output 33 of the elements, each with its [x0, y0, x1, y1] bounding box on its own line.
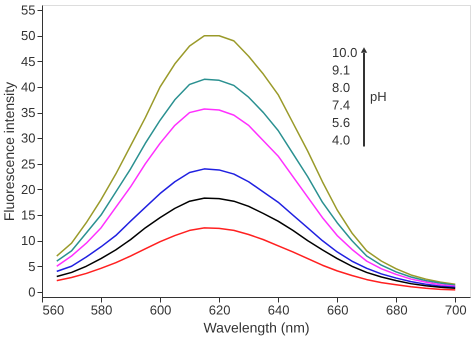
line-series	[56, 34, 456, 285]
y-tick-label: 40	[21, 79, 36, 94]
line-series	[56, 197, 456, 290]
annotation: 10.0	[332, 45, 358, 60]
y-tick-label: 30	[21, 130, 36, 146]
x-tick-label: 640	[268, 302, 290, 318]
line-series	[56, 227, 456, 291]
y-tick-label: 15	[21, 208, 36, 223]
x-tick-label: 620	[208, 302, 230, 318]
y-tick-label: 20	[21, 182, 36, 197]
annotation: pH	[370, 88, 387, 104]
x-tick-label: 580	[90, 302, 112, 318]
y-tick-label: 35	[21, 105, 36, 120]
y-tick-label: 5	[28, 258, 36, 274]
annotation: 8.0	[332, 80, 350, 95]
y-tick-label: 0	[28, 284, 36, 300]
y-tick-label: 50	[21, 28, 36, 44]
x-tick-label: 560	[42, 302, 64, 318]
y-tick-label: 10	[21, 233, 36, 248]
y-tick-label: 55	[21, 2, 36, 18]
y-tick-label: 25	[21, 156, 36, 172]
annotation: 9.1	[332, 62, 350, 78]
annotation: 7.4	[332, 98, 350, 112]
y-axis-title: Fluorescence intensity	[1, 82, 18, 222]
line-series	[56, 168, 456, 288]
x-tick-label: 660	[326, 302, 349, 318]
x-axis-title: Wavelength (nm)	[203, 320, 310, 336]
x-tick-label: 700	[444, 302, 467, 318]
y-tick-label: 45	[21, 54, 36, 69]
x-tick-label: 680	[386, 302, 408, 318]
x-tick-label: 600	[150, 302, 172, 318]
annotation: 5.6	[332, 115, 350, 130]
annotation: 4.0	[332, 132, 350, 148]
